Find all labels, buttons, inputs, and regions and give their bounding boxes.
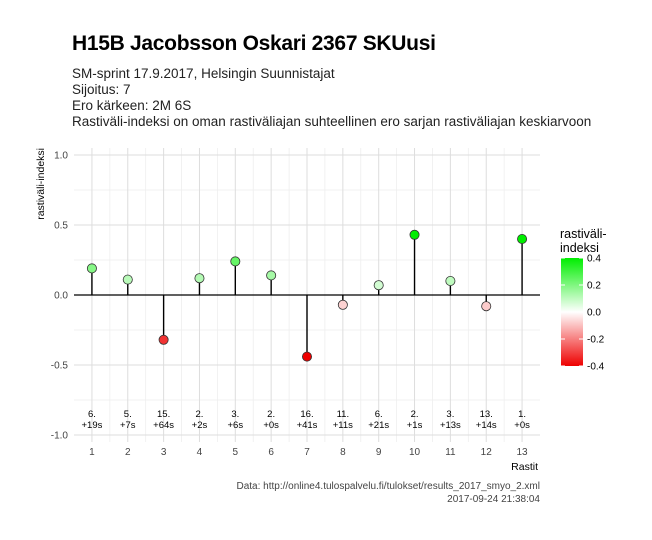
x-tick-label: 13: [517, 447, 529, 458]
legend-title: indeksi: [560, 241, 599, 255]
y-tick-label: -0.5: [51, 361, 69, 372]
data-point: [517, 233, 528, 244]
x-tick-label: 10: [409, 447, 421, 458]
annotation-time: +14s: [476, 420, 497, 431]
x-tick-label: 11: [445, 447, 456, 458]
annotation-time: +13s: [440, 420, 461, 431]
x-axis-label: Rastit: [511, 461, 538, 473]
annotation-time: +64s: [153, 420, 174, 431]
data-point: [158, 334, 169, 345]
legend-title: rastiväli-: [560, 227, 607, 241]
y-tick-label: 0.0: [54, 291, 68, 302]
annotation-time: +0s: [263, 420, 279, 431]
annotations: 6.+19s5.+7s15.+64s2.+2s3.+6s2.+0s16.+41s…: [81, 409, 530, 431]
y-tick-label: -1.0: [51, 431, 69, 442]
annotation-rank: 2.: [195, 409, 203, 420]
subtitle-placement: Sijoitus: 7: [72, 82, 131, 97]
annotation-rank: 6.: [375, 409, 383, 420]
legend-colorbar: [561, 258, 583, 366]
data-source: Data: http://online4.tulospalvelu.fi/tul…: [236, 481, 540, 492]
x-tick-label: 4: [197, 447, 203, 458]
data-point: [86, 263, 97, 274]
annotation-time: +0s: [514, 420, 530, 431]
annotation-time: +1s: [407, 420, 423, 431]
annotation-time: +41s: [297, 420, 318, 431]
annotation-rank: 16.: [300, 409, 313, 420]
annotation-time: +6s: [228, 420, 244, 431]
legend-tick-label: 0.2: [587, 281, 601, 292]
x-tick-label: 8: [340, 447, 346, 458]
x-tick-label: 6: [268, 447, 274, 458]
legend-tick-label: 0.4: [587, 254, 601, 265]
data-point: [230, 256, 241, 267]
annotation-time: +19s: [81, 420, 102, 431]
y-tick-label: 0.5: [54, 221, 68, 232]
y-tick-label: 1.0: [54, 151, 68, 162]
x-tick-label: 7: [304, 447, 310, 458]
data-point: [122, 274, 133, 285]
annotation-time: +11s: [333, 420, 353, 431]
annotation-time: +2s: [192, 420, 208, 431]
legend-tick-label: 0.0: [587, 308, 601, 319]
annotation-rank: 3.: [231, 409, 239, 420]
chart-title: H15B Jacobsson Oskari 2367 SKUusi: [72, 32, 436, 55]
subtitle-gap: Ero kärkeen: 2M 6S: [72, 98, 192, 113]
annotation-rank: 2.: [267, 409, 275, 420]
x-tick-label: 5: [233, 447, 239, 458]
annotation-rank: 13.: [480, 409, 493, 420]
data-point: [337, 299, 348, 310]
annotation-rank: 2.: [411, 409, 419, 420]
x-tick-label: 3: [161, 447, 167, 458]
data-point: [481, 301, 492, 312]
axes: -1.0-0.50.00.51.01 2 3 4 5 6 7 8 9 10 11 12 13Rastit…: [35, 148, 540, 473]
annotation-rank: 11.: [337, 409, 350, 420]
data-point: [194, 273, 205, 284]
data-point: [301, 351, 312, 362]
data-point: [266, 270, 277, 281]
x-tick-label: 9: [376, 447, 382, 458]
subtitle-event: SM-sprint 17.9.2017, Helsingin Suunnista…: [72, 66, 335, 81]
annotation-time: +7s: [120, 420, 136, 431]
data-point: [373, 280, 384, 291]
annotation-rank: 6.: [88, 409, 96, 420]
data-point: [445, 275, 456, 286]
x-tick-label: 2: [125, 447, 131, 458]
legend-tick-label: -0.4: [587, 362, 605, 373]
annotation-rank: 5.: [124, 409, 132, 420]
annotation-rank: 3.: [446, 409, 454, 420]
data-point: [409, 229, 420, 240]
annotation-time: +21s: [368, 420, 389, 431]
timestamp: 2017-09-24 21:38:04: [447, 494, 540, 505]
x-tick-label: 12: [481, 447, 493, 458]
x-tick-label: 1: [89, 447, 95, 458]
annotation-rank: 1.: [518, 409, 526, 420]
subtitle-description: Rastiväli-indeksi on oman rastiväliajan …: [72, 114, 592, 129]
data-marks: [86, 229, 528, 362]
y-axis-label: rastiväli-indeksi: [35, 148, 47, 220]
legend-tick-label: -0.2: [587, 335, 605, 346]
annotation-rank: 15.: [157, 409, 170, 420]
